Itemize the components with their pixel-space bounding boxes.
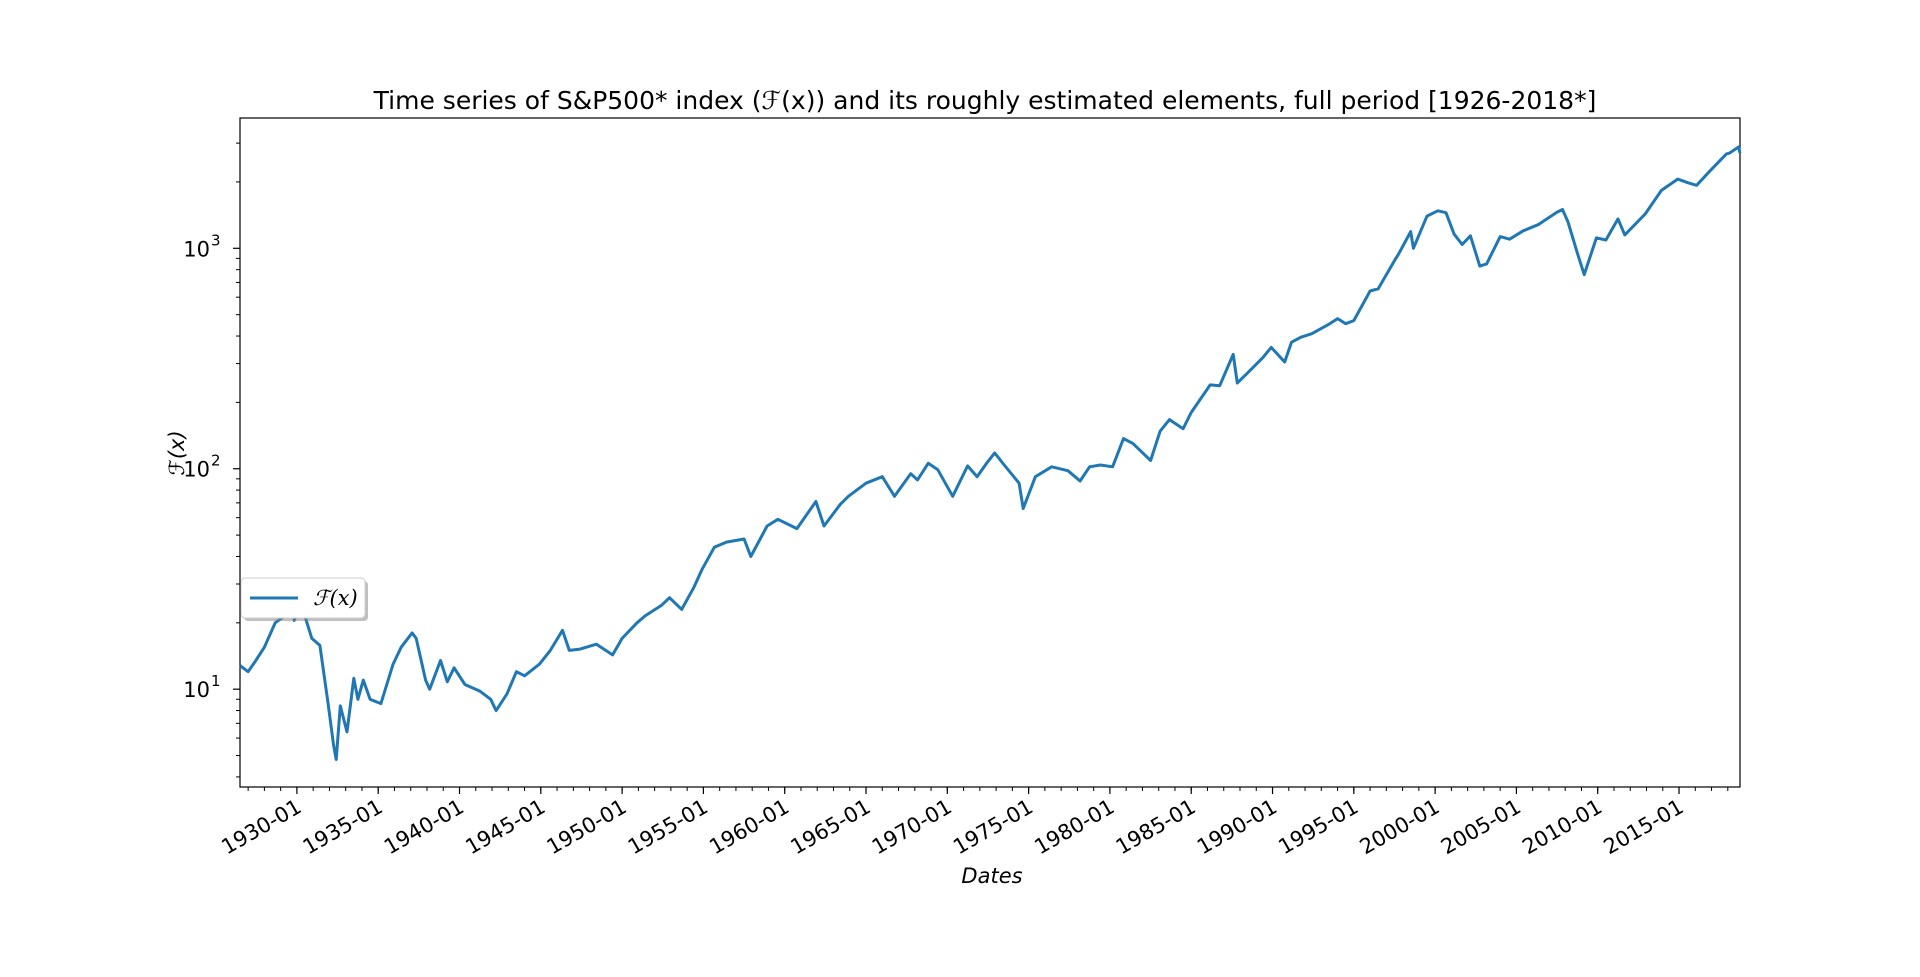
y-axis-label: ℱ(x) <box>165 430 189 475</box>
y-tick-label: 10 <box>183 237 210 261</box>
x-tick-label: 1965-01 <box>787 795 875 860</box>
y-tick-exponent: 3 <box>211 231 221 249</box>
x-tick-label: 2015-01 <box>1600 795 1688 860</box>
x-tick-label: 1930-01 <box>217 795 305 860</box>
x-tick-label: 1940-01 <box>380 795 468 860</box>
legend-label: ℱ(x) <box>313 586 358 610</box>
x-tick-label: 1995-01 <box>1274 795 1362 860</box>
x-tick-label: 2005-01 <box>1437 795 1525 860</box>
x-axis: 1930-011935-011940-011945-011950-011955-… <box>217 787 1729 860</box>
plot-frame <box>239 117 1741 788</box>
x-tick-label: 1960-01 <box>705 795 793 860</box>
legend: ℱ(x) <box>240 577 368 621</box>
x-tick-label: 1950-01 <box>543 795 631 860</box>
x-tick-label: 1955-01 <box>624 795 712 860</box>
x-tick-label: 1945-01 <box>461 795 549 860</box>
x-tick-label: 2000-01 <box>1356 795 1444 860</box>
x-tick-label: 1985-01 <box>1112 795 1200 860</box>
series-line <box>239 145 1742 761</box>
y-tick-exponent: 2 <box>211 452 221 470</box>
legend-box <box>240 577 366 619</box>
x-tick-label: 1970-01 <box>868 795 956 860</box>
x-tick-label: 1990-01 <box>1193 795 1281 860</box>
x-tick-label: 1980-01 <box>1030 795 1118 860</box>
x-tick-label: 2010-01 <box>1518 795 1606 860</box>
y-tick-label: 10 <box>183 678 210 702</box>
chart-title: Time series of S&P500* index (ℱ(x)) and … <box>373 86 1597 115</box>
x-tick-label: 1975-01 <box>949 795 1037 860</box>
y-tick-label: 10 <box>183 458 210 482</box>
plot-area <box>239 117 1742 788</box>
x-axis-label: Dates <box>961 864 1022 888</box>
y-tick-exponent: 1 <box>211 672 221 690</box>
x-tick-label: 1935-01 <box>299 795 387 860</box>
